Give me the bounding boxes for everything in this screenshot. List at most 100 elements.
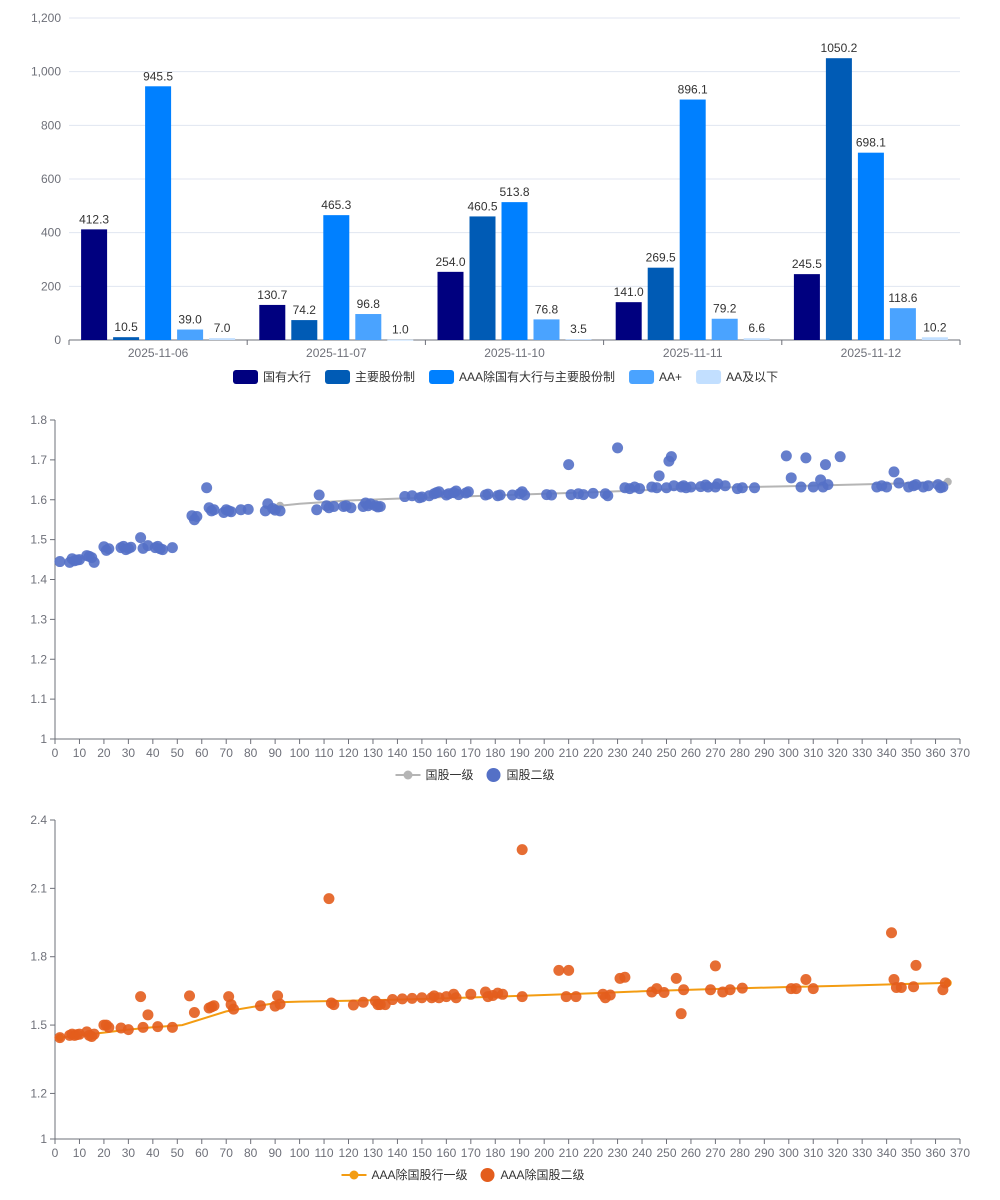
x-tick-label: 110 [314,746,333,760]
x-tick-label: 210 [559,746,579,760]
x-tick-label: 320 [828,746,848,760]
scatter-point [678,984,690,996]
bar [825,58,852,340]
scatter-point [619,971,631,983]
legend-label: AAA除国股二级 [501,1167,585,1182]
x-tick-label: 180 [485,746,505,760]
y-tick-label: 1.6 [30,493,47,507]
x-tick-label: 260 [681,746,701,760]
scatter-point [910,959,922,971]
bar [615,302,642,340]
bar-value-label: 254.0 [435,255,465,269]
scatter-point [328,501,340,513]
scatter-point [886,927,898,939]
bar-value-label: 465.3 [321,198,351,212]
x-tick-label: 30 [122,1146,136,1160]
x-tick-label: 100 [290,746,310,760]
scatter-point [724,984,736,996]
scatter-point [602,490,614,502]
bar-value-label: 141.0 [614,285,644,299]
x-tick-label: 110 [314,1146,333,1160]
bar-value-label: 896.1 [678,83,708,97]
bar-value-label: 10.5 [114,320,138,334]
scatter-point [705,984,717,996]
scatter-point [482,488,494,500]
scatter-point [807,481,819,493]
x-tick-label: 40 [146,1146,160,1160]
x-tick-label: 10 [73,746,87,760]
scatter-point [800,974,812,985]
scatter-point [357,996,369,1008]
x-tick-label: 50 [171,1146,185,1160]
x-tick-label: 350 [901,1146,921,1160]
x-tick-label: 60 [195,746,209,760]
x-tick-label: 50 [171,746,185,760]
bar-value-label: 74.2 [293,303,317,317]
legend-line-marker [349,1170,359,1180]
x-tick-label: 250 [656,1146,676,1160]
legend-label: 国股一级 [426,768,474,782]
bar-value-label: 245.5 [792,257,822,271]
bar-value-label: 130.7 [257,288,287,302]
legend-swatch [429,370,455,384]
scatter-point [888,466,900,478]
x-tick-label: 320 [828,1146,848,1160]
scatter-point [570,991,582,1003]
scatter-point [937,481,949,493]
scatter-point [54,556,66,568]
x-tick-label: 270 [705,746,725,760]
scatter-point [157,544,169,556]
scatter-point [665,451,677,463]
scatter-point [546,489,558,501]
x-tick-label: 40 [146,746,160,760]
x-tick-label: 170 [461,1146,481,1160]
bar-value-label: 7.0 [214,321,231,335]
bar-value-label: 698.1 [856,136,886,150]
x-tick-label: 80 [244,746,258,760]
bar [793,274,820,340]
scatter-point [323,893,335,905]
scatter-point [670,972,682,984]
bar [291,320,318,340]
x-tick-label: 280 [730,1146,750,1160]
y-tick-label: 800 [41,118,61,132]
y-tick-label: 1 [40,1132,47,1146]
x-tick-label: 300 [779,1146,799,1160]
scatter-point [795,481,807,493]
bar-value-label: 1.0 [392,323,409,337]
y-tick-label: 1.2 [30,652,47,666]
scatter-point [416,992,428,1004]
y-tick-label: 200 [41,279,61,293]
scatter-point [103,1021,115,1033]
x-tick-label: 60 [195,1146,209,1160]
scatter-point [709,960,721,972]
scatter-point [736,982,748,994]
scatter-point [135,991,147,1003]
x-tick-label: 160 [436,1146,456,1160]
scatter-point [560,991,572,1003]
bar [177,329,204,340]
y-tick-label: 0 [54,333,61,347]
y-tick-label: 2.4 [30,813,47,827]
legend-scatter-marker [486,768,501,782]
x-tick-label: 220 [583,1146,603,1160]
y-tick-label: 1.1 [30,692,47,706]
x-category-label: 2025-11-10 [484,346,545,360]
legend-swatch [233,370,258,384]
scatter-point [807,983,819,995]
x-category-label: 2025-11-06 [128,346,189,360]
scatter-point [651,482,663,494]
x-tick-label: 330 [852,1146,872,1160]
bar [647,267,674,340]
bar-value-label: 1050.2 [821,41,858,55]
x-tick-label: 350 [901,746,921,760]
scatter-point [685,481,697,493]
scatter-point [494,489,506,501]
scatter-point [274,998,286,1010]
y-tick-label: 1.7 [30,453,47,467]
scatter-point [563,459,575,471]
scatter-point [208,1000,220,1012]
scatter-point [780,450,792,462]
x-category-label: 2025-11-11 [663,346,723,360]
